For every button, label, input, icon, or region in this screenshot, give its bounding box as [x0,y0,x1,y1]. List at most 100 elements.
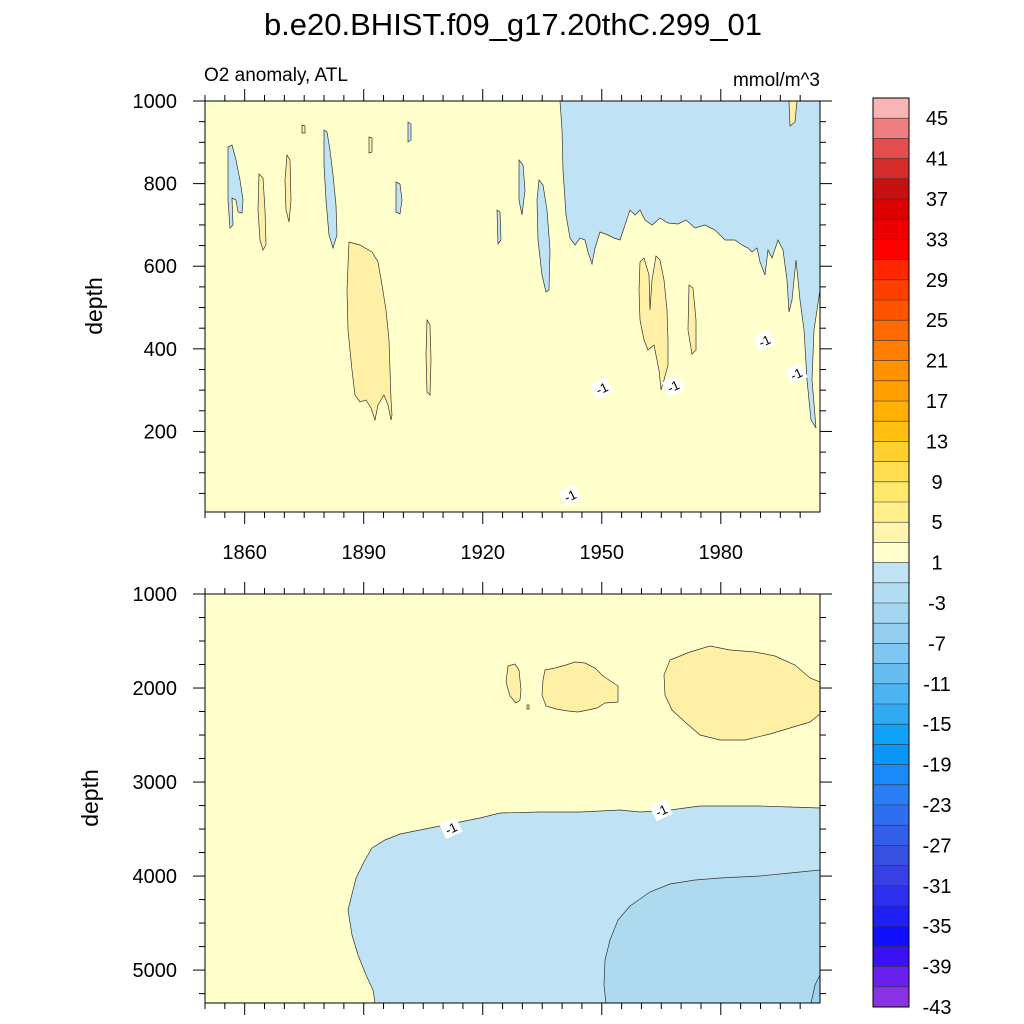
colorbar-swatch [873,562,909,584]
colorbar-swatch [873,663,909,685]
top-plot-area: -1 -1 -1 -1 -1 [204,100,821,513]
top-pos-region-8 [368,136,373,154]
figure-title: b.e20.BHIST.f09_g17.20thC.299_01 [264,7,762,42]
top-neg-region-small-7 [496,209,502,246]
top-x-tick-label: 1920 [460,542,505,564]
colorbar-swatch [873,158,909,180]
colorbar-swatch [873,643,909,664]
bottom-pos-region-4 [526,704,530,710]
colorbar-swatch [873,178,909,200]
colorbar-label: 45 [926,108,948,130]
colorbar-swatch [873,279,909,301]
colorbar-swatch [873,966,909,988]
colorbar-label: -43 [923,997,952,1019]
colorbar-label: -27 [923,835,952,857]
colorbar-label: -11 [923,674,950,696]
colorbar-swatch [873,138,909,159]
colorbar-label: 41 [926,149,948,171]
colorbar-swatch [873,542,909,563]
top-neg-region-small-2 [323,129,338,250]
top-contour-labels: -1 -1 -1 -1 -1 [558,329,808,507]
top-neg-region-small-3 [536,179,551,293]
top-plot-frame [204,100,821,513]
contour-label: -1 [558,484,582,507]
contour-label-text: -1 [653,801,670,819]
top-pos-region-6 [425,318,432,396]
top-y-tick-label: 1000 [133,91,178,113]
panel-units-label: mmol/m^3 [733,70,820,91]
colorbar-label: 5 [931,512,942,534]
contour-label-box [784,362,808,385]
colorbar-label: -19 [923,755,952,777]
colorbar-swatch [873,239,909,260]
colorbar-label: -31 [923,876,952,898]
colorbar-swatch [873,582,909,604]
colorbar-swatch [873,199,909,220]
colorbar-swatch [873,623,909,644]
contour-label-box [558,484,582,507]
colorbar-swatch [873,825,909,846]
top-x-tick-label: 1980 [699,542,744,564]
colorbar-swatch [873,683,909,705]
contour-label: -1 [784,362,808,385]
top-pos-region-4 [257,173,267,251]
top-neg-region-small-5 [395,181,403,215]
contour-label-box [590,377,614,400]
top-y-tick-label: 800 [144,174,177,196]
colorbar-label: 21 [926,351,948,373]
colorbar-swatch [873,522,909,543]
colorbar-swatch [873,401,909,422]
colorbar-swatch [873,118,909,139]
top-x-tick-label: 1860 [222,542,267,564]
colorbar-swatch [873,300,909,321]
bottom-y-tick-label: 5000 [133,960,178,982]
colorbar-label: 1 [931,553,942,575]
panel-left-label: O2 anomaly, ATL [204,65,348,86]
colorbar-label: 33 [926,229,948,251]
top-pos-region-2 [638,255,669,391]
bottom-neg-region-inner [603,869,821,1004]
contour-label: -1 [661,374,685,398]
colorbar-label: 29 [926,270,948,292]
top-neg-region-small-1 [227,144,244,229]
top-neg-region-main [559,100,821,429]
top-neg-region-small-4 [518,159,526,216]
colorbar-swatch [873,380,909,402]
contour-label-text: -1 [443,819,460,837]
colorbar-swatch [873,805,909,826]
top-neg-region-small-6 [407,121,412,143]
colorbar-swatch [873,98,909,119]
top-y-axis: 200 400 600 800 1000 [133,91,832,494]
colorbar-swatch [873,885,909,907]
bottom-y-tick-label: 1000 [133,584,178,606]
contour-label-text: -1 [756,332,773,350]
contour-label-box [752,329,776,352]
colorbar-swatch [873,704,909,725]
colorbar-label: 25 [926,310,948,332]
top-pos-region-main [346,241,393,422]
contour-label-box [439,817,463,840]
colorbar-swatch [873,946,909,967]
colorbar-swatch [873,340,909,361]
top-y-tick-label: 200 [144,421,177,443]
bottom-x-axis [204,582,801,1015]
bottom-panel: -1 -1 1000 2000 3000 4000 5000 depth [77,582,832,1015]
colorbar-label: -23 [923,795,952,817]
bottom-pos-region-3 [663,645,821,741]
top-x-tick-label: 1950 [580,542,625,564]
top-pos-region-5 [284,153,292,223]
contour-label-text: -1 [665,377,682,395]
contour-label: -1 [649,799,673,822]
colorbar-swatch [873,219,909,240]
colorbar-frame [872,97,910,1008]
contour-label: -1 [439,817,463,840]
top-x-axis: 1860 1890 1920 1950 1980 [204,89,801,564]
bottom-contour-labels: -1 -1 [439,799,673,840]
top-pos-region-9 [301,124,306,134]
bottom-y-tick-label: 2000 [133,678,178,700]
contour-label-text: -1 [788,365,805,383]
colorbar-swatch [873,744,909,765]
colorbar-swatch [873,784,909,806]
colorbar-label: -15 [923,714,952,736]
colorbar-swatch [873,926,909,947]
